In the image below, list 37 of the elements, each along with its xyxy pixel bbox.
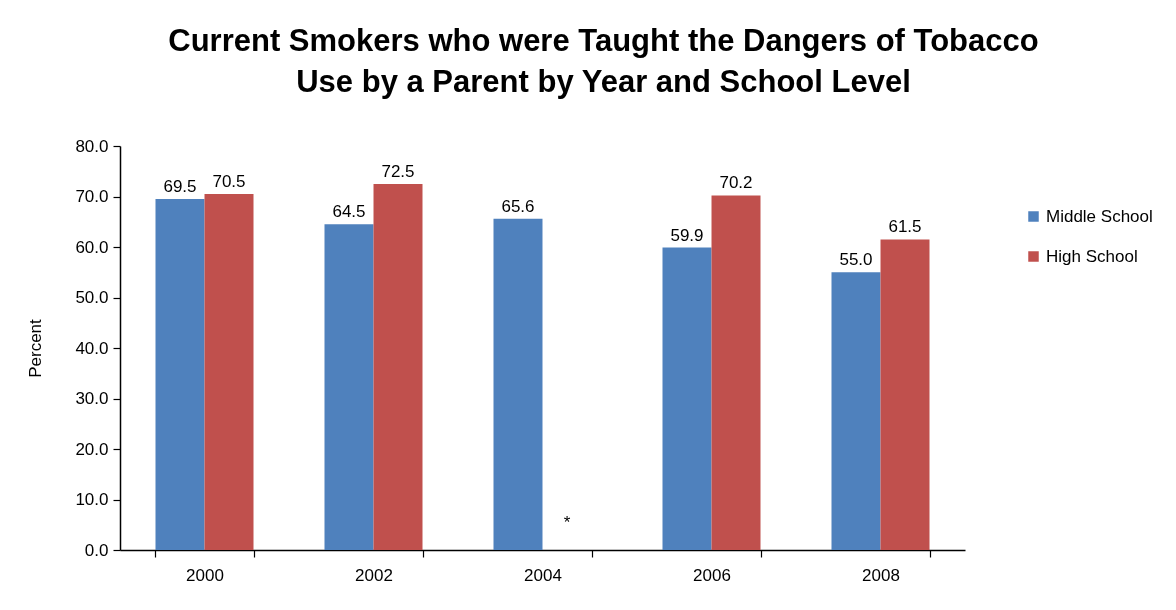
data-label: 70.5 <box>212 171 246 191</box>
chart-title: Current Smokers who were Taught the Dangers of Tobacco Use by a Parent by Year and School Level <box>168 23 1039 99</box>
y-tick-label: 30.0 <box>75 389 109 408</box>
bar <box>324 224 374 550</box>
data-label: 69.5 <box>163 177 197 197</box>
bar <box>155 199 205 550</box>
y-tick-label: 50.0 <box>75 288 109 307</box>
data-label: 59.9 <box>670 225 704 245</box>
y-tick-label: 80.0 <box>75 136 109 156</box>
y-tick-label: 40.0 <box>75 338 109 358</box>
legend-label: Middle School <box>1046 206 1153 226</box>
data-label: 55.0 <box>839 250 873 270</box>
y-tick-label: 70.0 <box>75 187 109 206</box>
bar <box>711 195 761 550</box>
x-tick-label: 2004 <box>524 565 562 585</box>
y-tick-label: 60.0 <box>75 237 109 257</box>
data-label: 70.2 <box>719 173 753 193</box>
bar <box>373 183 423 550</box>
x-tick-label: 2002 <box>355 565 393 585</box>
y-axis-title: Percent <box>25 318 45 378</box>
bar <box>880 239 930 550</box>
y-tick-label: 10.0 <box>75 490 109 509</box>
legend-label: High School <box>1046 246 1138 266</box>
bar <box>831 272 881 550</box>
y-tick-label: 20.0 <box>75 439 109 459</box>
bar <box>493 218 543 550</box>
y-tick-label: 0.0 <box>84 540 109 560</box>
bar <box>204 193 254 550</box>
x-tick-label: 2000 <box>186 565 224 585</box>
data-label: 61.5 <box>888 217 922 237</box>
bar <box>662 247 712 550</box>
data-label: 72.5 <box>381 161 415 181</box>
text: * <box>563 513 571 532</box>
x-tick-label: 2008 <box>862 565 900 585</box>
x-tick-label: 2006 <box>693 565 731 585</box>
data-label: 64.5 <box>332 202 366 222</box>
data-label: 65.6 <box>501 196 535 216</box>
